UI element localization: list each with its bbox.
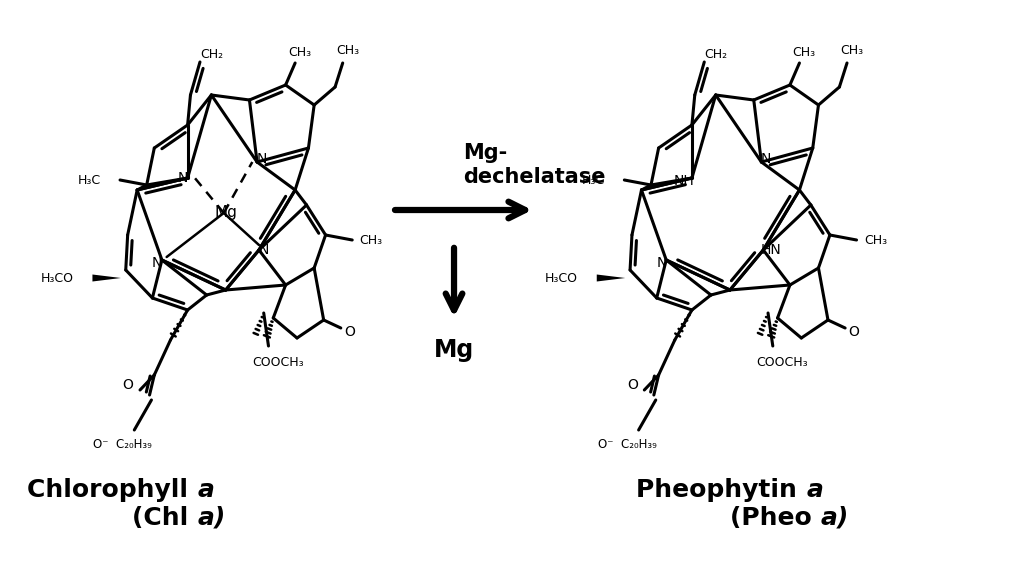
Polygon shape — [597, 275, 626, 281]
Text: NH: NH — [674, 174, 694, 188]
Text: CH₃: CH₃ — [864, 233, 887, 246]
Text: H₃CO: H₃CO — [40, 271, 74, 284]
Text: CH₃: CH₃ — [841, 43, 863, 56]
Text: a): a) — [820, 506, 849, 530]
Text: N: N — [152, 256, 163, 270]
Text: N: N — [177, 171, 188, 185]
Text: Pheophytin: Pheophytin — [637, 478, 806, 502]
Text: (Pheo: (Pheo — [730, 506, 820, 530]
Text: N: N — [258, 243, 269, 257]
Text: COOCH₃: COOCH₃ — [757, 356, 808, 369]
Text: N: N — [656, 256, 667, 270]
Text: H₃C: H₃C — [583, 174, 605, 187]
Text: CH₃: CH₃ — [336, 43, 359, 56]
Text: CH₃: CH₃ — [793, 46, 816, 59]
Text: O: O — [627, 378, 638, 392]
Text: N: N — [257, 152, 267, 166]
Text: Chlorophyll: Chlorophyll — [28, 478, 197, 502]
Text: a: a — [197, 478, 214, 502]
Text: COOCH₃: COOCH₃ — [252, 356, 304, 369]
Text: HN: HN — [761, 243, 781, 257]
Text: Mg: Mg — [214, 205, 238, 221]
Text: H₃C: H₃C — [78, 174, 101, 187]
Text: N: N — [761, 152, 771, 166]
Polygon shape — [92, 275, 121, 281]
Text: a: a — [806, 478, 823, 502]
Text: O: O — [344, 325, 354, 339]
Text: O: O — [123, 378, 133, 392]
Text: Mg-
dechelatase: Mg- dechelatase — [464, 143, 606, 187]
Text: O⁻  C₂₀H₃₉: O⁻ C₂₀H₃₉ — [598, 438, 656, 452]
Text: O⁻  C₂₀H₃₉: O⁻ C₂₀H₃₉ — [93, 438, 153, 452]
Text: CH₂: CH₂ — [200, 47, 223, 60]
Text: H₃CO: H₃CO — [545, 271, 578, 284]
Text: O: O — [848, 325, 859, 339]
Text: CH₂: CH₂ — [705, 47, 727, 60]
Text: (Chl: (Chl — [132, 506, 197, 530]
Text: CH₃: CH₃ — [359, 233, 383, 246]
Text: a): a) — [197, 506, 225, 530]
Text: Mg: Mg — [434, 338, 474, 362]
Text: CH₃: CH₃ — [289, 46, 311, 59]
